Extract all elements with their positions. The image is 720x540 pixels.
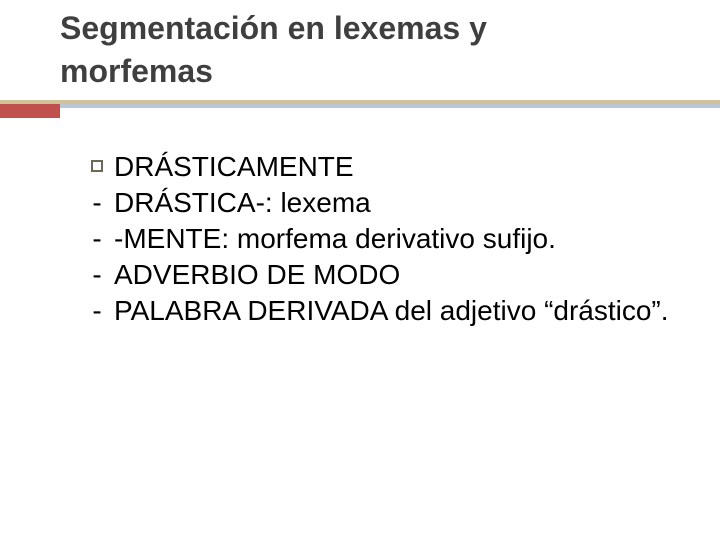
title-divider: [0, 100, 720, 118]
bullet: -: [80, 222, 114, 256]
list-item: - ADVERBIO DE MODO: [80, 258, 680, 292]
slide-title: Segmentación en lexemas y morfemas: [60, 10, 680, 96]
divider-row: [0, 104, 720, 118]
list-item-text: PALABRA DERIVADA del adjetivo “drástico”…: [114, 294, 680, 328]
bullet: [80, 150, 114, 172]
list-item: DRÁSTICAMENTE: [80, 150, 680, 184]
slide: Segmentación en lexemas y morfemas DRÁST…: [0, 0, 720, 540]
list-item-text: -MENTE: morfema derivativo sufijo.: [114, 222, 680, 256]
bullet: -: [80, 186, 114, 220]
list-item-text: DRÁSTICAMENTE: [114, 150, 680, 184]
bullet: -: [80, 294, 114, 328]
list-item: - -MENTE: morfema derivativo sufijo.: [80, 222, 680, 256]
list-item: - PALABRA DERIVADA del adjetivo “drástic…: [80, 294, 680, 328]
divider-accent: [0, 104, 60, 118]
dash-bullet-icon: -: [92, 186, 101, 220]
bullet: -: [80, 258, 114, 292]
list-item-text: ADVERBIO DE MODO: [114, 258, 680, 292]
dash-bullet-icon: -: [92, 258, 101, 292]
dash-bullet-icon: -: [92, 222, 101, 256]
dash-bullet-icon: -: [92, 294, 101, 328]
content-area: DRÁSTICAMENTE - DRÁSTICA-: lexema - -MEN…: [80, 150, 680, 330]
title-line-1: Segmentación en lexemas y: [60, 10, 680, 47]
list-item: - DRÁSTICA-: lexema: [80, 186, 680, 220]
title-line-2: morfemas: [60, 53, 680, 90]
divider-line: [60, 104, 720, 108]
list-item-text: DRÁSTICA-: lexema: [114, 186, 680, 220]
square-bullet-icon: [91, 160, 103, 172]
